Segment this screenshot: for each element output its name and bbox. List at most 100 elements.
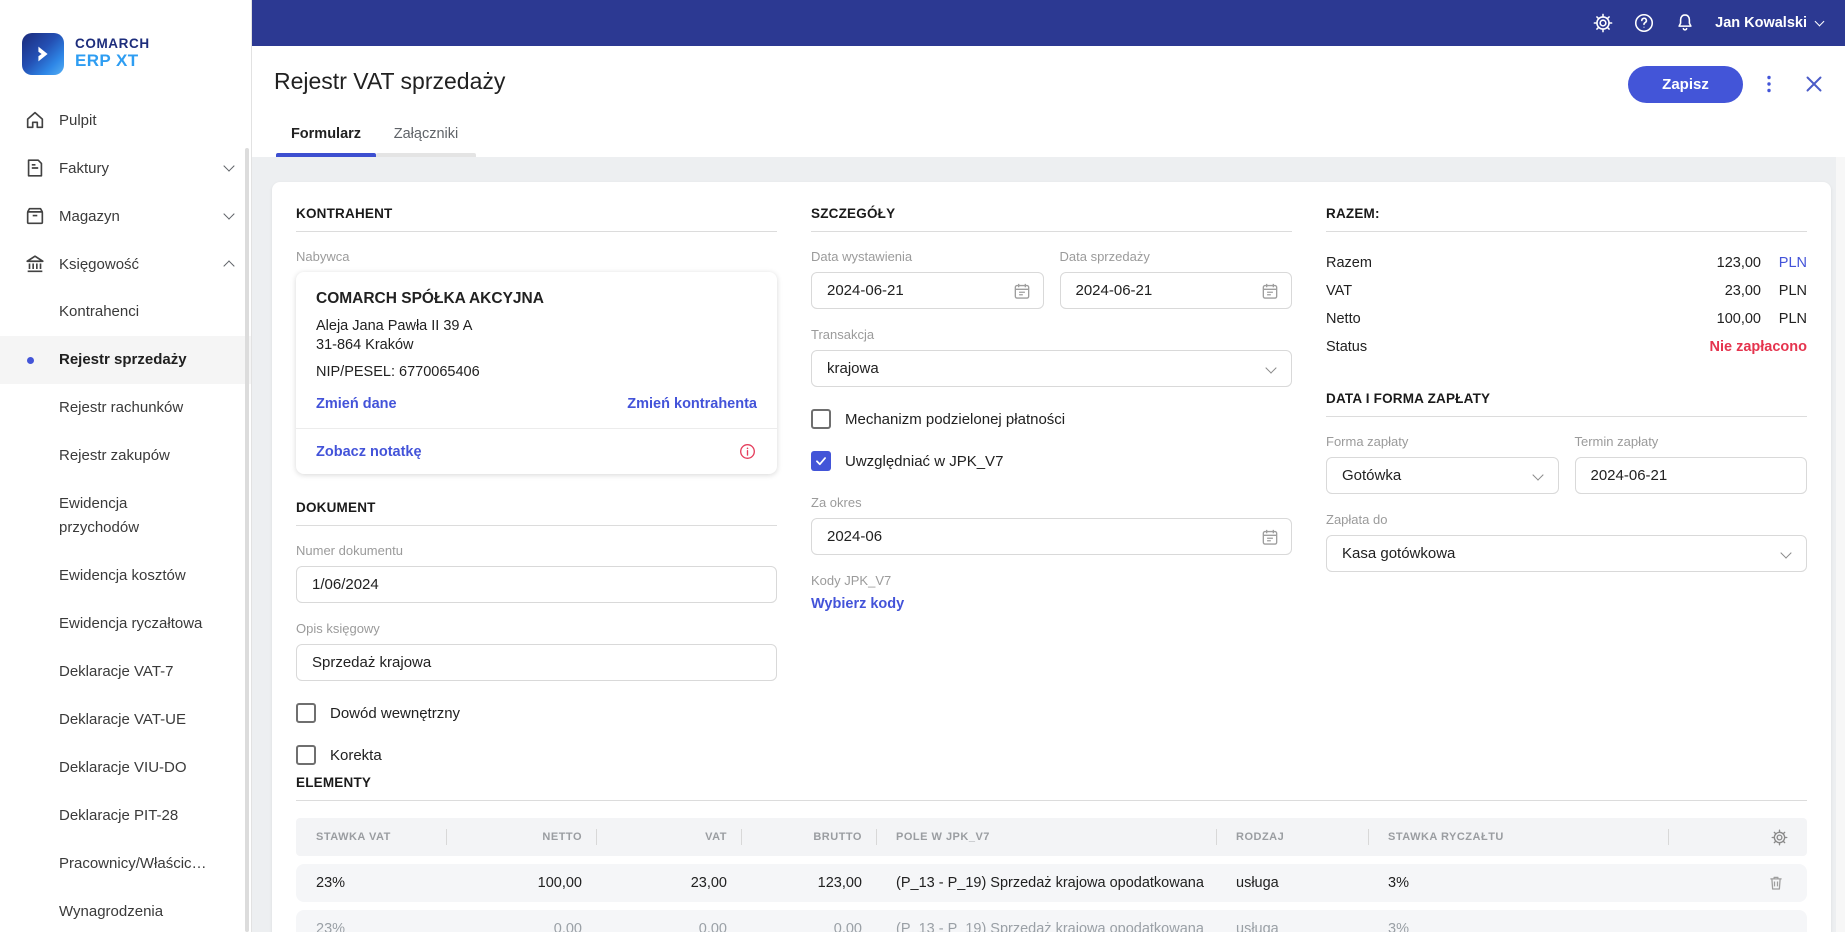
tab-formularz[interactable]: Formularz [276, 126, 376, 157]
chevron-down-icon [1814, 16, 1825, 26]
sidebar-item-deklaracje-viudo[interactable]: Deklaracje VIU-DO [0, 744, 251, 792]
currency-link[interactable]: PLN [1778, 255, 1807, 271]
settings-icon[interactable] [1592, 12, 1614, 34]
checkbox-unchecked-icon [296, 703, 316, 723]
table-row[interactable]: 23% 100,00 23,00 123,00 (P_13 - P_19) Sp… [296, 864, 1807, 902]
column-header-brutto[interactable]: BRUTTO [741, 829, 876, 845]
comarch-logo-icon [22, 33, 64, 75]
sidebar-item-rejestr-zakupow[interactable]: Rejestr zakupów [0, 432, 251, 480]
data-sprzedazy-input[interactable]: 2024-06-21 [1059, 272, 1292, 309]
row-actions [1668, 874, 1807, 892]
table-settings-cell [1668, 828, 1807, 847]
kody-jpk-label: Kody JPK_V7 [811, 573, 892, 588]
select-value: krajowa [827, 360, 879, 377]
column-kontrahent: KONTRAHENT Nabywca COMARCH SPÓŁKA AKCYJN… [296, 206, 777, 765]
brand-logo[interactable]: COMARCH ERP XT [0, 0, 251, 86]
zaplata-do-select[interactable]: Kasa gotówkowa [1326, 535, 1807, 572]
sidebar-item-deklaracje-vat7[interactable]: Deklaracje VAT-7 [0, 648, 251, 696]
dowod-wewnetrzny-checkbox[interactable]: Dowód wewnętrzny [296, 703, 777, 723]
sidebar-item-label: Magazyn [59, 207, 120, 225]
elementy-section: ELEMENTY STAWKA VAT NETTO VAT BRUTTO POL… [296, 775, 1807, 932]
sidebar-item-deklaracje-vatue[interactable]: Deklaracje VAT-UE [0, 696, 251, 744]
transakcja-select[interactable]: krajowa [811, 350, 1292, 387]
change-contractor-link[interactable]: Zmień kontrahenta [627, 396, 757, 412]
termin-zaplaty-field: Termin zapłaty 2024-06-21 [1574, 434, 1807, 494]
info-icon[interactable] [738, 442, 757, 461]
opis-ksiegowy-label: Opis księgowy [296, 621, 380, 636]
column-header-pole-jpk[interactable]: POLE W JPK_V7 [876, 829, 1216, 845]
calendar-icon[interactable] [1260, 527, 1280, 547]
calendar-icon[interactable] [1012, 281, 1032, 301]
calendar-icon[interactable] [1260, 281, 1280, 301]
forma-zaplaty-field: Forma zapłaty Gotówka [1326, 434, 1559, 494]
wybierz-kody-link[interactable]: Wybierz kody [811, 596, 905, 612]
nabywca-label: Nabywca [296, 249, 350, 264]
termin-zaplaty-input[interactable]: 2024-06-21 [1574, 457, 1807, 494]
forma-zaplaty-select[interactable]: Gotówka [1326, 457, 1559, 494]
notifications-icon[interactable] [1674, 12, 1696, 34]
sidebar-item-kontrahenci[interactable]: Kontrahenci [0, 288, 251, 336]
tab-zalaczniki[interactable]: Załączniki [376, 126, 476, 157]
data-sprzedazy-field: Data sprzedaży 2024-06-21 [1059, 249, 1292, 309]
za-okres-input[interactable]: 2024-06 [811, 518, 1292, 555]
sidebar-item-pracownicy[interactable]: Pracownicy/Właścic… [0, 840, 251, 888]
opis-ksiegowy-input[interactable]: Sprzedaż krajowa [296, 644, 777, 681]
date-value: 2024-06 [827, 528, 883, 545]
see-note-link[interactable]: Zobacz notatkę [316, 443, 422, 460]
column-header-netto[interactable]: NETTO [446, 829, 596, 845]
brand-line2: ERP XT [75, 51, 139, 71]
column-header-stawka-vat[interactable]: STAWKA VAT [316, 831, 391, 843]
sidebar-item-wynagrodzenia[interactable]: Wynagrodzenia [0, 888, 251, 932]
sidebar-item-ksiegowosc[interactable]: Księgowość [0, 240, 251, 288]
sidebar-item-ewidencja-przychodow[interactable]: Ewidencja przychodów [0, 480, 251, 552]
data-wystawienia-input[interactable]: 2024-06-21 [811, 272, 1044, 309]
sidebar-scrollbar[interactable] [245, 148, 249, 932]
sum-row-status: Status Nie zapłacono [1326, 333, 1807, 361]
chevron-down-icon [1531, 469, 1544, 481]
sidebar-item-pulpit[interactable]: Pulpit [0, 96, 251, 144]
close-icon[interactable] [1801, 71, 1827, 97]
note-row: Zobacz notatkę [296, 428, 777, 474]
checkbox-label: Uwzględniać w JPK_V7 [845, 452, 1004, 470]
more-options-icon[interactable] [1757, 72, 1781, 96]
numer-dokumentu-input[interactable]: 1/06/2024 [296, 566, 777, 603]
help-icon[interactable] [1633, 12, 1655, 34]
user-menu[interactable]: Jan Kowalski [1715, 15, 1825, 31]
trash-icon[interactable] [1767, 874, 1785, 892]
gear-icon[interactable] [1770, 828, 1789, 847]
data-sprzedazy-label: Data sprzedaży [1059, 249, 1150, 264]
sidebar-item-rejestr-rachunkow[interactable]: Rejestr rachunków [0, 384, 251, 432]
brand-line1: COMARCH [75, 36, 150, 52]
section-title-elementy: ELEMENTY [296, 775, 1807, 801]
sidebar-item-ewidencja-ryczaltowa[interactable]: Ewidencja ryczałtowa [0, 600, 251, 648]
save-button[interactable]: Zapisz [1628, 66, 1743, 103]
sidebar-item-deklaracje-pit28[interactable]: Deklaracje PIT-28 [0, 792, 251, 840]
column-header-rodzaj[interactable]: RODZAJ [1216, 829, 1368, 845]
sidebar-item-faktury[interactable]: Faktury [0, 144, 251, 192]
page-header: Rejestr VAT sprzedaży Zapisz Formularz Z… [252, 46, 1845, 157]
table-header: STAWKA VAT NETTO VAT BRUTTO POLE W JPK_V… [296, 818, 1807, 856]
korekta-checkbox[interactable]: Korekta [296, 745, 777, 765]
table-row[interactable]: 23% 0,00 0,00 0,00 (P_13 - P_19) Sprzeda… [296, 910, 1807, 932]
section-title-dokument: DOKUMENT [296, 500, 777, 526]
page-scrollbar[interactable] [1836, 157, 1845, 932]
numer-dokumentu-label: Numer dokumentu [296, 543, 403, 558]
column-header-vat[interactable]: VAT [596, 829, 741, 845]
section-title-kontrahent: KONTRAHENT [296, 206, 777, 232]
change-data-link[interactable]: Zmień dane [316, 396, 397, 412]
column-header-stawka-ryczaltu[interactable]: STAWKA RYCZAŁTU [1368, 829, 1668, 845]
chevron-down-icon [223, 208, 235, 220]
contractor-name: COMARCH SPÓŁKA AKCYJNA [316, 290, 544, 307]
sidebar-item-magazyn[interactable]: Magazyn [0, 192, 251, 240]
cell-brutto: 0,00 [833, 921, 862, 932]
sidebar-item-label: Kontrahenci [59, 303, 140, 320]
jpk-checkbox[interactable]: Uwzględniać w JPK_V7 [811, 451, 1292, 471]
sum-label: Netto [1326, 311, 1361, 327]
sidebar-item-ewidencja-kosztow[interactable]: Ewidencja kosztów [0, 552, 251, 600]
sidebar-item-rejestr-sprzedazy[interactable]: Rejestr sprzedaży [0, 336, 251, 384]
sidebar-item-label: Rejestr rachunków [59, 399, 184, 416]
mechanizm-checkbox[interactable]: Mechanizm podzielonej płatności [811, 409, 1292, 429]
chevron-down-icon [223, 160, 235, 172]
currency-label: PLN [1778, 283, 1807, 299]
